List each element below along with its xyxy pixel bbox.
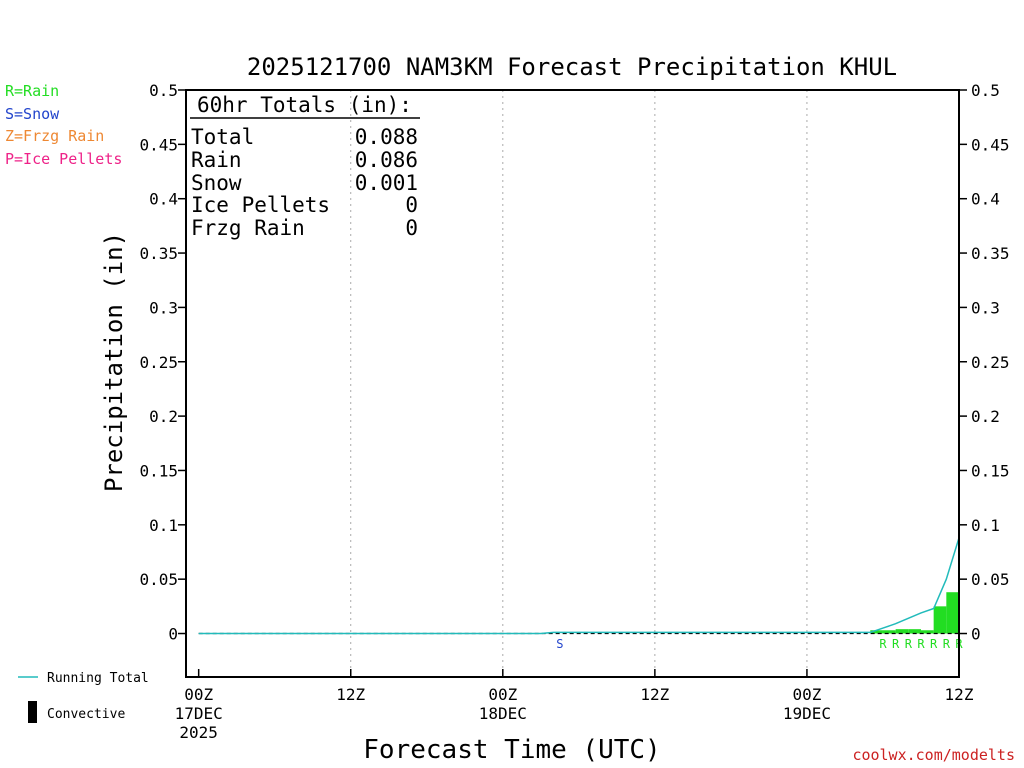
x-tick-label: 12Z [336,685,365,704]
totals-heading: 60hr Totals (in): [197,93,412,117]
y-tick-label-left: 0.3 [149,298,178,317]
legend-ice-pellets: P=Ice Pellets [5,150,122,168]
legend-frzg-rain: Z=Frzg Rain [5,127,104,145]
rain-bar [933,606,947,634]
y-axis-label: Precipitation (in) [100,232,128,492]
rain-ptype-label: R [879,637,887,651]
totals-value-rain: 0.086 [355,148,418,172]
y-tick-label-right: 0.25 [971,353,1010,372]
y-tick-label-left: 0.35 [139,244,178,263]
convective-legend-label: Convective [47,707,125,722]
totals-label-frzg-rain: Frzg Rain [191,216,305,240]
y-tick-label-left: 0.25 [139,353,178,372]
totals-value-total: 0.088 [355,125,418,149]
totals-value-snow: 0.001 [355,171,418,195]
rain-bar [946,592,959,634]
totals-label-total: Total [191,125,254,149]
x-tick-label: 17DEC [175,704,223,723]
x-tick-label: 12Z [945,685,974,704]
y-tick-label-left: 0.15 [139,461,178,480]
y-tick-label-right: 0.1 [971,516,1000,535]
y-tick-label-right: 0 [971,625,981,644]
x-tick-label: 12Z [640,685,669,704]
snow-ptype-label: S [556,637,563,651]
rain-bar [920,630,934,634]
convective-legend-swatch [28,701,37,723]
legend-snow: S=Snow [5,105,60,123]
totals-label-ice-pellets: Ice Pellets [191,193,330,217]
chart-title: 2025121700 NAM3KM Forecast Precipitation… [247,53,897,81]
y-tick-label-right: 0.4 [971,190,1000,209]
plot-frame [185,89,960,678]
running-total-legend-label: Running Total [47,671,149,686]
totals-box: 60hr Totals (in): Total 0.088 Rain 0.086… [190,93,420,240]
x-axis-label: Forecast Time (UTC) [363,735,660,765]
rain-bar [882,630,896,634]
y-tick-label-right: 0.45 [971,135,1010,154]
y-tick-label-left: 0 [168,625,178,644]
x-tick-label: 00Z [184,685,213,704]
y-tick-label-left: 0.1 [149,516,178,535]
totals-value-frzg-rain: 0 [405,216,418,240]
totals-label-rain: Rain [191,148,242,172]
x-tick-label: 00Z [488,685,517,704]
totals-label-snow: Snow [191,171,242,195]
y-tick-label-left: 0.45 [139,135,178,154]
y-tick-label-left: 0.2 [149,407,178,426]
y-axis-ticks: 0 00.05 0.050.1 0.10.15 0.150.2 0.20.25 0.250.… [139,81,1009,644]
rain-ptype-label: R [943,637,951,651]
x-tick-label: 00Z [792,685,821,704]
rain-bar [870,630,883,634]
x-tick-label: 18DEC [479,704,527,723]
y-tick-label-left: 0.4 [149,190,178,209]
rain-ptype-label: R [892,637,900,651]
y-tick-label-right: 0.15 [971,461,1010,480]
y-tick-label-right: 0.2 [971,407,1000,426]
running-total-line [198,537,960,635]
rain-ptype-label: R [905,637,913,651]
precip-bars [870,592,959,634]
x-tick-label: 19DEC [783,704,831,723]
rain-bar [908,629,921,634]
rain-ptype-label: R [930,637,938,651]
x-tick-label: 2025 [179,723,218,742]
rain-ptype-label: R [917,637,925,651]
totals-value-ice-pellets: 0 [405,193,418,217]
y-tick-label-right: 0.5 [971,81,1000,100]
series-lines [198,537,960,635]
rain-bar [895,629,909,634]
gridlines [350,90,808,677]
y-tick-label-left: 0.05 [139,570,178,589]
y-tick-label-right: 0.3 [971,298,1000,317]
credit-link[interactable]: coolwx.com/modelts [852,746,1015,764]
y-tick-label-left: 0.5 [149,81,178,100]
y-tick-label-right: 0.05 [971,570,1010,589]
y-tick-label-right: 0.35 [971,244,1010,263]
legend-rain: R=Rain [5,82,59,100]
